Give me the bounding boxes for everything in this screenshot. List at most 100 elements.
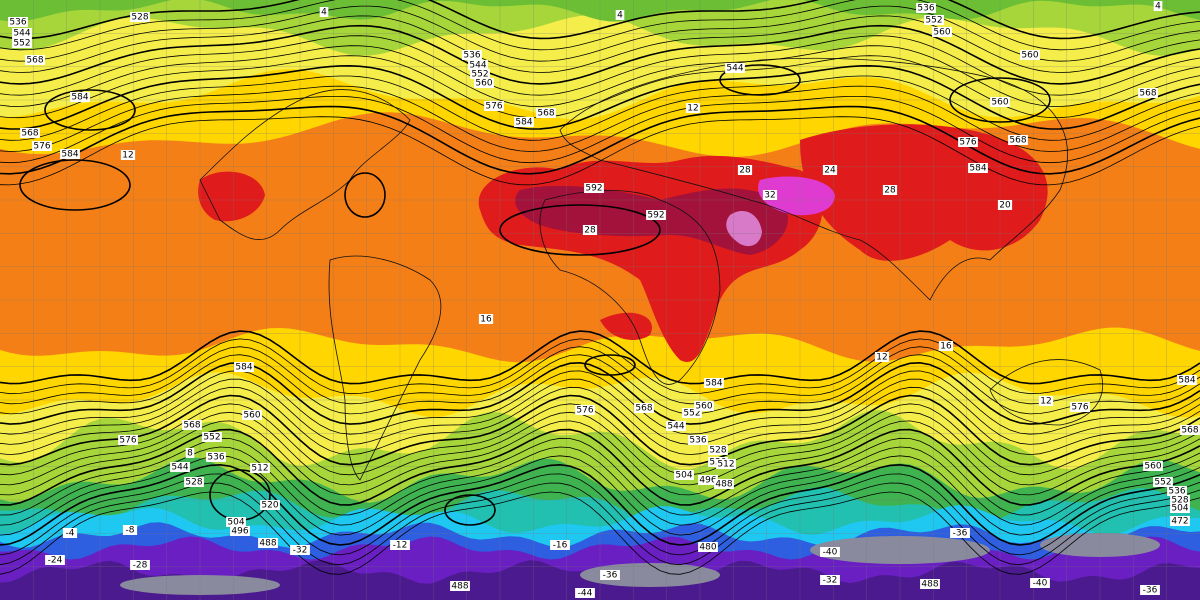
contour-label: 552	[13, 39, 30, 49]
contour-north	[0, 35, 1200, 96]
cold-patch	[580, 563, 720, 587]
contour-north	[0, 45, 1200, 107]
contour-north	[0, 5, 1200, 62]
contour-south	[0, 491, 1200, 575]
label-box	[206, 452, 226, 462]
contour-label: 12	[876, 353, 887, 363]
label-box	[932, 27, 952, 37]
contour-label: 568	[1181, 426, 1198, 436]
contour-south	[0, 473, 1200, 556]
label-box	[70, 92, 90, 102]
label-box	[20, 128, 40, 138]
contour-label: 544	[13, 29, 30, 39]
label-box	[820, 547, 840, 557]
contour-label: 576	[485, 102, 502, 112]
contour-label: 512	[717, 460, 734, 470]
contour-north	[0, 24, 1200, 85]
contour-label: 560	[933, 28, 950, 38]
label-box	[600, 570, 620, 580]
label-box	[184, 477, 204, 487]
contour-south	[0, 403, 1200, 476]
contour-label: 584	[61, 150, 78, 160]
label-box	[550, 540, 570, 550]
hot-peak	[726, 211, 762, 247]
label-box	[478, 314, 494, 324]
label-box	[666, 421, 686, 431]
label-box	[698, 542, 718, 552]
label-box	[1180, 425, 1200, 435]
contour-label: 496	[699, 476, 716, 486]
label-box	[1170, 516, 1190, 526]
contour-south	[0, 346, 1200, 405]
label-box	[250, 463, 270, 473]
label-box	[202, 432, 222, 442]
contour-label: 576	[33, 142, 50, 152]
label-box	[130, 12, 150, 22]
contour-label: 568	[26, 56, 43, 66]
label-box	[390, 540, 410, 550]
label-box	[725, 63, 745, 73]
contour-label: 568	[1139, 89, 1156, 99]
contour-label: 584	[1178, 376, 1195, 386]
contour-label: 504	[227, 518, 244, 528]
label-box	[820, 575, 840, 585]
label-box	[1030, 578, 1050, 588]
label-box	[582, 225, 598, 235]
contour-label: 528	[1171, 496, 1188, 506]
contour-label: 544	[667, 422, 684, 432]
label-box	[958, 137, 978, 147]
contour-label: -24	[48, 556, 63, 566]
label-box	[234, 362, 254, 372]
contour-south	[0, 361, 1200, 425]
contour-south	[0, 428, 1200, 506]
label-box	[12, 28, 32, 38]
contour-north	[0, 64, 1200, 130]
contour-north	[0, 75, 1200, 141]
label-box	[646, 210, 666, 220]
label-box	[938, 341, 954, 351]
contour-label: 32	[764, 191, 775, 201]
label-box	[514, 117, 534, 127]
contour-label: 536	[1168, 487, 1185, 497]
label-box	[997, 200, 1013, 210]
contour-label: 552	[925, 16, 942, 26]
label-box	[708, 445, 728, 455]
label-box	[25, 55, 45, 65]
contour-label: 12	[687, 104, 698, 114]
contour-label: -44	[578, 589, 593, 599]
contour-label: 568	[1009, 136, 1026, 146]
contour-label: 560	[1021, 51, 1038, 61]
contour-south	[0, 463, 1200, 546]
label-box	[474, 78, 494, 88]
contour-labels: 5285365445525685845685765845365445525605…	[8, 1, 1200, 599]
label-box	[1170, 503, 1190, 513]
label-box	[737, 165, 753, 175]
label-box	[60, 149, 80, 159]
contour-label: 20	[999, 201, 1011, 211]
contour-label: 512	[251, 464, 268, 474]
label-box	[674, 470, 694, 480]
contour-south	[0, 394, 1200, 466]
heat-blob	[800, 124, 1048, 261]
contour-label: 504	[1171, 504, 1188, 514]
contour-label: -36	[953, 529, 968, 539]
contour-label: 488	[921, 580, 938, 590]
contour-label: -32	[293, 546, 308, 556]
contour-south	[0, 455, 1200, 536]
label-box	[688, 435, 708, 445]
contour-label: 552	[683, 409, 700, 419]
label-box	[32, 141, 52, 151]
coastlines	[199, 57, 1103, 481]
contour-label: 4	[617, 11, 623, 21]
closed-contour	[584, 354, 636, 376]
label-box	[1140, 585, 1160, 595]
contour-label: 536	[917, 4, 934, 14]
label-box	[319, 7, 329, 17]
contour-label: 16	[480, 315, 492, 325]
label-box	[120, 150, 136, 160]
contour-label: 544	[726, 64, 743, 74]
label-box	[182, 420, 202, 430]
contour-label: 560	[475, 79, 492, 89]
